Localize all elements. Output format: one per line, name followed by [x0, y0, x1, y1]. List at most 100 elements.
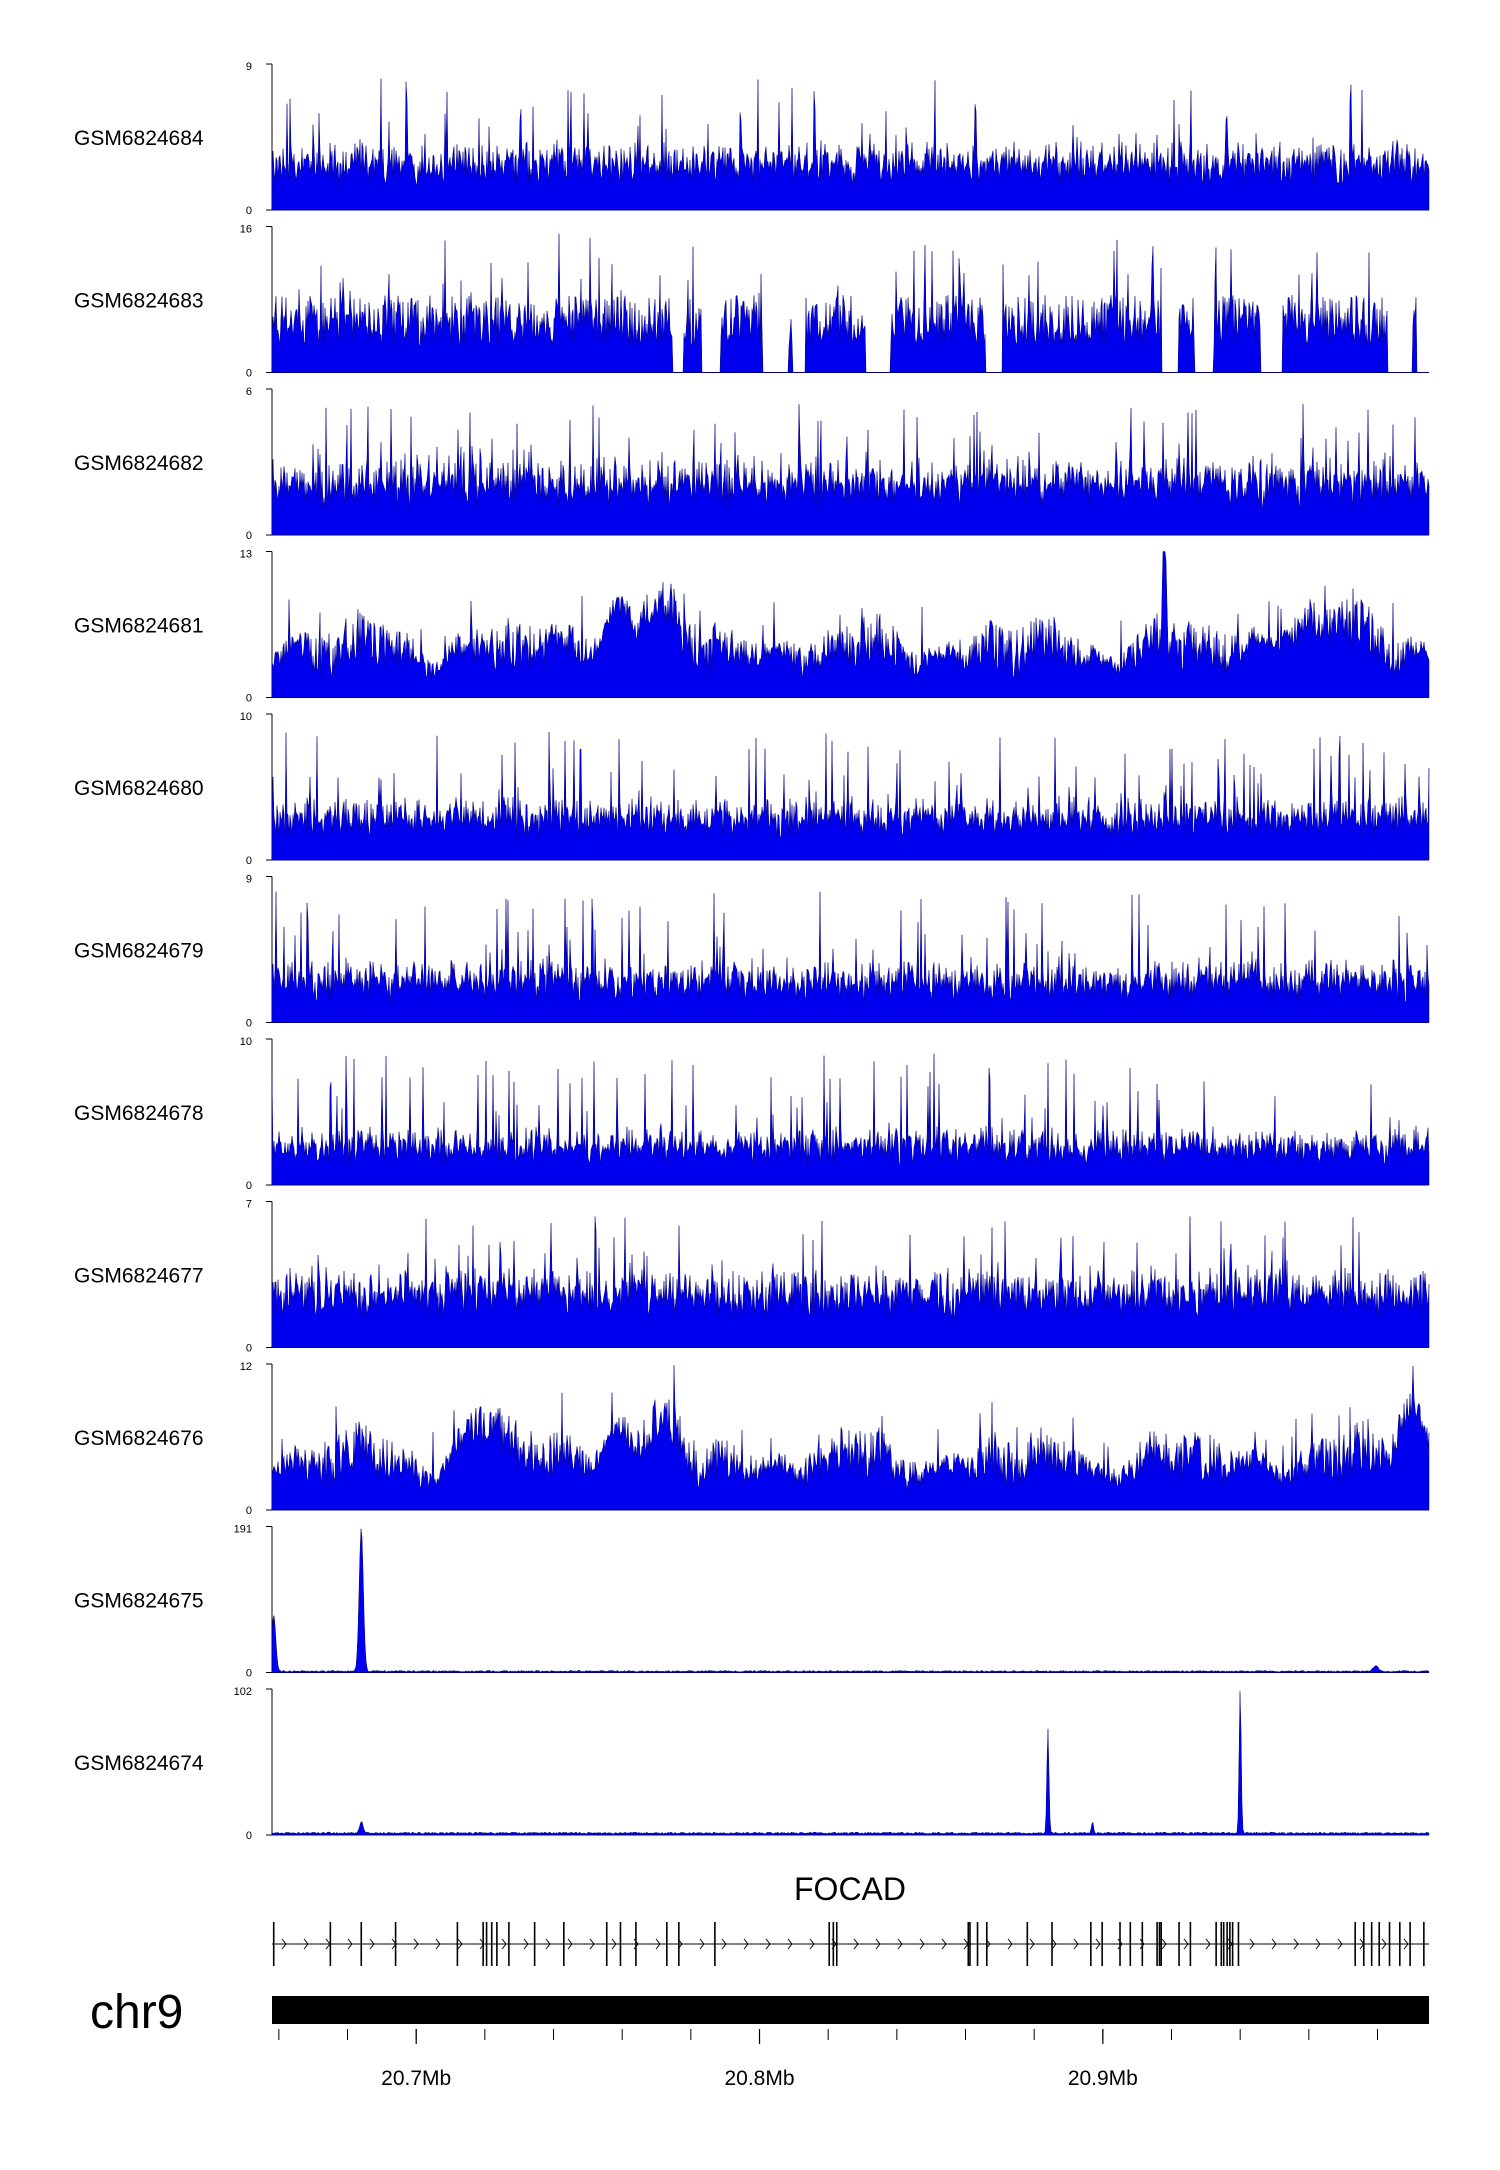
track-ymax-label: 16: [240, 224, 252, 236]
track-GSM6824678: GSM6824678 10 0: [74, 1036, 1430, 1192]
track-label: GSM6824675: [74, 1590, 204, 1613]
track-ymax-label: 9: [246, 61, 252, 73]
track-GSM6824674: GSM6824674 102 0: [74, 1686, 1430, 1842]
strand-arrow: [281, 1938, 287, 1950]
chromosome-bar: [272, 1996, 1429, 2024]
track-signal-area: [271, 1691, 1430, 1836]
strand-arrow: [1139, 1938, 1145, 1950]
strand-arrow: [897, 1938, 903, 1950]
strand-arrow: [743, 1938, 749, 1950]
strand-arrow: [369, 1938, 375, 1950]
track-label: GSM6824684: [74, 127, 204, 150]
track-label: GSM6824676: [74, 1427, 204, 1450]
track-GSM6824677: GSM6824677 7 0: [74, 1199, 1430, 1355]
track-label: GSM6824679: [74, 940, 204, 963]
strand-arrow: [545, 1938, 551, 1950]
gene-model-track: FOCAD: [272, 1871, 1429, 1966]
track-label: GSM6824682: [74, 452, 204, 475]
strand-arrow: [1073, 1938, 1079, 1950]
strand-arrow: [919, 1938, 925, 1950]
strand-arrow: [853, 1938, 859, 1950]
strand-arrow: [457, 1938, 463, 1950]
track-ymax-label: 9: [246, 874, 252, 886]
strand-arrow: [1293, 1938, 1299, 1950]
track-signal-area: [271, 551, 1430, 698]
track-ymin-label: 0: [246, 1343, 252, 1355]
strand-arrow: [1095, 1938, 1101, 1950]
track-ymin-label: 0: [246, 205, 252, 217]
track-ymin-label: 0: [246, 855, 252, 867]
track-label: GSM6824677: [74, 1265, 204, 1288]
strand-arrow: [875, 1938, 881, 1950]
track-signal-area: [271, 1365, 1430, 1511]
track-ymax-label: 6: [246, 386, 252, 398]
track-GSM6824681: GSM6824681 13 0: [74, 549, 1430, 705]
track-label: GSM6824674: [74, 1752, 204, 1775]
track-GSM6824682: GSM6824682 6 0: [74, 386, 1430, 542]
track-ymax-label: 13: [240, 549, 252, 561]
strand-arrow: [589, 1938, 595, 1950]
track-ymin-label: 0: [246, 1180, 252, 1192]
track-GSM6824675: GSM6824675 191 0: [74, 1524, 1430, 1680]
strand-arrow: [435, 1938, 441, 1950]
track-ymin-label: 0: [246, 1018, 252, 1030]
strand-arrow: [699, 1938, 705, 1950]
strand-arrow: [303, 1938, 309, 1950]
strand-arrow: [611, 1938, 617, 1950]
strand-arrow: [567, 1938, 573, 1950]
strand-arrow: [347, 1938, 353, 1950]
signal-tracks: GSM682468490GSM6824683160GSM682468260GSM…: [74, 61, 1430, 1842]
strand-arrow: [1007, 1938, 1013, 1950]
strand-arrow: [809, 1938, 815, 1950]
track-ymax-label: 10: [240, 1036, 252, 1048]
strand-arrow: [1029, 1938, 1035, 1950]
strand-arrow: [765, 1938, 771, 1950]
strand-arrow: [1381, 1938, 1387, 1950]
strand-arrow: [721, 1938, 727, 1950]
track-signal-area: [271, 891, 1430, 1023]
strand-arrow: [941, 1938, 947, 1950]
strand-arrow: [1051, 1938, 1057, 1950]
chromosome-track: chr9: [90, 1986, 1429, 2039]
genomic-axis: 20.7Mb 20.8Mb 20.9Mb: [278, 2029, 1379, 2090]
strand-arrow: [1161, 1938, 1167, 1950]
track-ymin-label: 0: [246, 1505, 252, 1517]
track-ymin-label: 0: [246, 368, 252, 380]
track-signal-area: [271, 78, 1430, 211]
track-label: GSM6824681: [74, 615, 204, 638]
strand-arrow: [1337, 1938, 1343, 1950]
axis-tick-label: 20.8Mb: [724, 2067, 794, 2090]
track-ymin-label: 0: [246, 530, 252, 542]
gene-label: FOCAD: [794, 1871, 906, 1907]
strand-arrow: [1403, 1938, 1409, 1950]
strand-arrow: [1249, 1938, 1255, 1950]
track-GSM6824683: GSM6824683 16 0: [74, 224, 1429, 380]
track-GSM6824679: GSM6824679 9 0: [74, 874, 1430, 1030]
strand-arrow: [1183, 1938, 1189, 1950]
track-ymin-label: 0: [246, 1668, 252, 1680]
strand-arrow: [655, 1938, 661, 1950]
axis-tick-label: 20.7Mb: [381, 2067, 451, 2090]
chromosome-label: chr9: [90, 1986, 183, 2039]
track-ymax-label: 12: [240, 1361, 252, 1373]
strand-arrow: [787, 1938, 793, 1950]
strand-arrow: [501, 1938, 507, 1950]
track-signal-area: [271, 404, 1430, 536]
strand-arrow: [413, 1938, 419, 1950]
strand-arrow: [1205, 1938, 1211, 1950]
track-ymax-label: 7: [246, 1199, 252, 1211]
strand-arrow: [1315, 1938, 1321, 1950]
strand-arrow: [1271, 1938, 1277, 1950]
track-ymax-label: 191: [234, 1524, 252, 1536]
track-label: GSM6824683: [74, 290, 204, 313]
track-ymax-label: 10: [240, 711, 252, 723]
strand-arrow: [523, 1938, 529, 1950]
track-GSM6824676: GSM6824676 12 0: [74, 1361, 1430, 1517]
track-signal-area: [271, 1053, 1430, 1186]
track-ymax-label: 102: [234, 1686, 252, 1698]
track-signal-area: [271, 732, 1430, 861]
track-ymin-label: 0: [246, 693, 252, 705]
track-signal-area: [271, 233, 1429, 373]
strand-arrow: [479, 1938, 485, 1950]
